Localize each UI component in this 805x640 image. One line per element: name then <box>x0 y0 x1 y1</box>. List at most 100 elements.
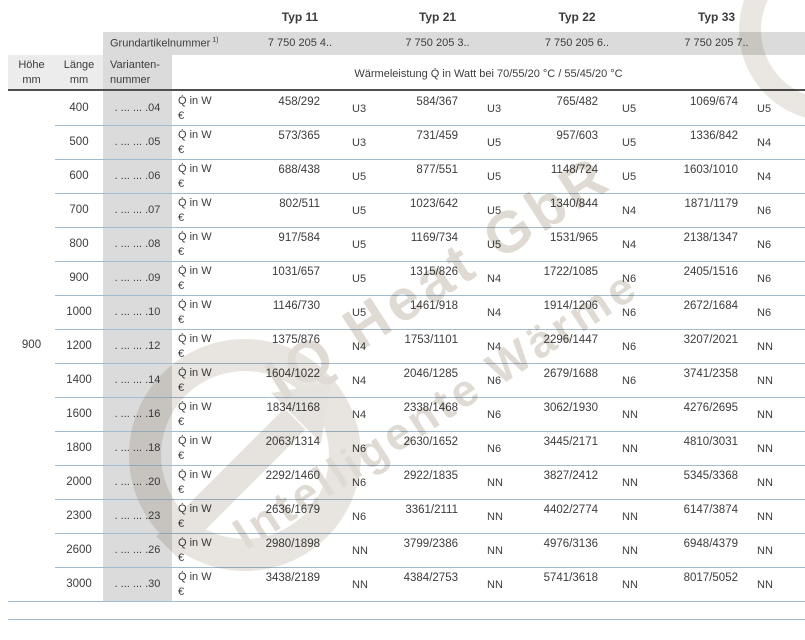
euro-label: € <box>178 212 185 224</box>
hoehe-cell <box>8 533 55 567</box>
typ22-value-cell: 2296/1447 <box>530 329 600 363</box>
varianten-cell: . ... ... .26 <box>103 533 172 567</box>
q-in-w-label: Q̇ in W <box>178 197 212 209</box>
typ33-value-cell: 4276/2695 <box>668 397 740 431</box>
hoehe-cell <box>8 159 55 193</box>
q-in-w-label: Q̇ in W <box>178 435 212 447</box>
typ21-value-cell: 3799/2386 <box>395 533 460 567</box>
laenge-cell: 700 <box>55 193 103 227</box>
varianten-cell: . ... ... .18 <box>103 431 172 465</box>
laenge-header-line1: Länge <box>63 59 95 71</box>
typ21-value-cell: 1023/642 <box>395 193 460 227</box>
euro-label: € <box>178 178 185 190</box>
typ11-code-cell: U5 <box>322 261 395 295</box>
typ33-value-cell: 1871/1179 <box>668 193 740 227</box>
typ11-value-cell: 458/292 <box>278 96 320 108</box>
typ21-value-cell: 1753/1101 <box>395 329 460 363</box>
typ21-value-cell: 2046/1285 <box>395 363 460 397</box>
typ21-code-cell: N6 <box>460 363 530 397</box>
row-label-cell: Q̇ in W € <box>172 567 235 601</box>
typ33-code-cell: N6 <box>740 261 805 295</box>
hoehe-header-line2: mm <box>22 74 41 86</box>
typ33-value-cell: 1069/674 <box>690 96 738 108</box>
table-row: 500 . ... ... .05 Q̇ in W € 573/365 U3 7… <box>8 125 805 159</box>
typ33-code-cell: NN <box>740 431 805 465</box>
typ11-code-cell: N6 <box>322 499 395 533</box>
typ11-code-cell: N6 <box>322 431 395 465</box>
laenge-cell: 2000 <box>55 465 103 499</box>
typ33-code-cell: NN <box>740 465 805 499</box>
typ22-value-cell: 3062/1930 <box>530 397 600 431</box>
waermeleistung-header: Wärmeleistung Q̇ in Watt bei 70/55/20 °C… <box>354 68 623 80</box>
typ21-code-cell: U5 <box>460 159 530 193</box>
grundartikelnummer-spacer <box>8 32 103 55</box>
q-in-w-label: Q̇ in W <box>178 537 212 549</box>
typ21-code-cell: NN <box>460 533 530 567</box>
typ11-code-cell: NN <box>322 533 395 567</box>
typ33-value-cell: 1603/1010 <box>668 159 740 193</box>
q-in-w-label: Q̇ in W <box>178 503 212 515</box>
typ11-value-cell: 2063/1314 <box>235 431 322 465</box>
typ21-code-cell: U5 <box>460 193 530 227</box>
typ-21-header: Typ 21 <box>418 10 457 24</box>
varianten-cell: . ... ... .06 <box>103 159 172 193</box>
typ-11-artikelnummer: 7 750 205 4.. <box>235 32 395 55</box>
euro-label: € <box>178 382 185 394</box>
typ21-value-cell: 584/367 <box>416 96 458 108</box>
euro-label: € <box>178 450 185 462</box>
typ33-code-cell: NN <box>740 533 805 567</box>
typ33-code-cell: NN <box>740 567 805 601</box>
typ11-value-cell: 917/584 <box>235 227 322 261</box>
euro-label: € <box>178 348 185 360</box>
typ33-code-cell: NN <box>740 363 805 397</box>
typ22-code-cell: U5 <box>622 103 637 115</box>
typ22-code-cell: N6 <box>600 295 668 329</box>
heat-output-table: Typ 11 Typ 21 Typ 22 Typ 33 Grundartikel… <box>8 0 805 620</box>
typ21-code-cell: U5 <box>460 125 530 159</box>
laenge-cell: 500 <box>55 125 103 159</box>
grundartikelnummer-label-text: Grundartikelnummer <box>110 37 211 50</box>
typ11-code-cell: U5 <box>322 227 395 261</box>
typ33-value-cell: 6147/3874 <box>668 499 740 533</box>
typ21-code-cell: NN <box>460 499 530 533</box>
typ21-value-cell: 2338/1468 <box>395 397 460 431</box>
typ22-code-cell: NN <box>600 499 668 533</box>
typ11-code-cell: U5 <box>322 295 395 329</box>
typ22-value-cell: 3827/2412 <box>530 465 600 499</box>
typ22-value-cell: 1531/965 <box>530 227 600 261</box>
table-row: 1000 . ... ... .10 Q̇ in W € 1146/730 U5… <box>8 295 805 329</box>
typ21-code-cell: N4 <box>460 295 530 329</box>
row-label-cell: Q̇ in W € <box>172 125 235 159</box>
typ-22-header: Typ 22 <box>558 10 596 24</box>
row-label-cell: Q̇ in W € <box>172 499 235 533</box>
row-label-cell: Q̇ in W € <box>172 397 235 431</box>
table-row: 2600 . ... ... .26 Q̇ in W € 2980/1898 N… <box>8 533 805 567</box>
typ21-value-cell: 2630/1652 <box>395 431 460 465</box>
row-label-cell: Q̇ in W € <box>172 329 235 363</box>
typ11-value-cell: 1031/657 <box>235 261 322 295</box>
typ22-value-cell: 1148/724 <box>530 159 600 193</box>
hoehe-cell <box>8 125 55 159</box>
table-row: 900 . ... ... .09 Q̇ in W € 1031/657 U5 … <box>8 261 805 295</box>
typ11-code-cell: U3 <box>322 125 395 159</box>
typ22-code-cell: NN <box>600 533 668 567</box>
laenge-cell: 900 <box>55 261 103 295</box>
euro-label: € <box>178 518 185 530</box>
laenge-cell: 2600 <box>55 533 103 567</box>
row-label-cell: Q̇ in W € <box>172 193 235 227</box>
euro-label: € <box>178 586 185 598</box>
varianten-header-line1: Varianten- <box>110 59 160 71</box>
q-in-w-label: Q̇ in W <box>178 469 212 481</box>
hoehe-cell <box>8 431 55 465</box>
hoehe-header: Höhe mm <box>8 55 55 89</box>
laenge-cell: 1000 <box>55 295 103 329</box>
table-row: 3000 . ... ... .30 Q̇ in W € 3438/2189 N… <box>8 567 805 601</box>
typ-11-header: Typ 11 <box>281 10 319 24</box>
laenge-cell: 1600 <box>55 397 103 431</box>
q-in-w-label: Q̇ in W <box>178 299 212 311</box>
row-label-cell: Q̇ in W € <box>172 295 235 329</box>
typ33-code-cell: NN <box>740 499 805 533</box>
typ11-value-cell: 2292/1460 <box>235 465 322 499</box>
euro-label: € <box>178 484 185 496</box>
hoehe-cell <box>8 465 55 499</box>
